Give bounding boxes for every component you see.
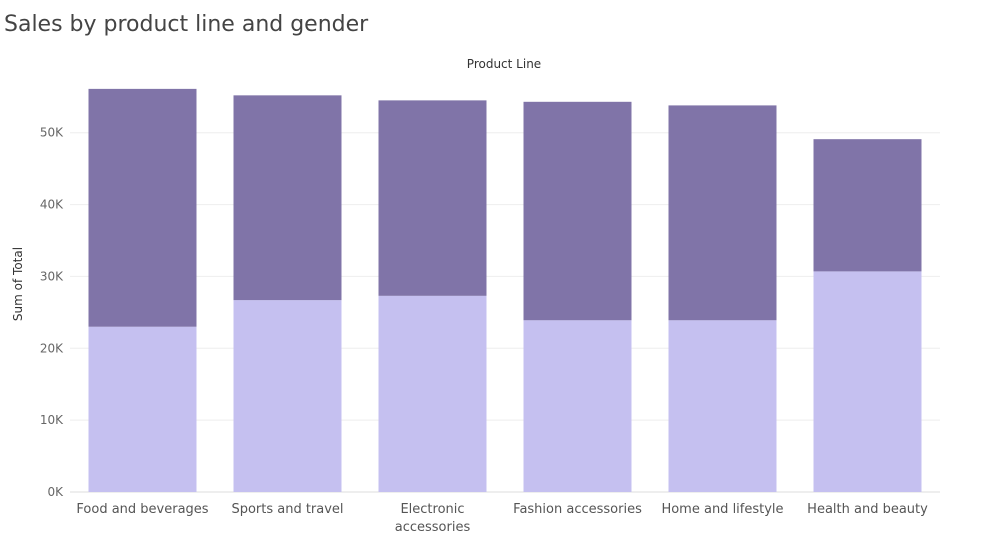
- x-category-label: Fashion accessories: [513, 502, 642, 517]
- bar-segment-1[interactable]: [233, 300, 342, 492]
- x-category-label: Sports and travel: [231, 502, 343, 517]
- bar-segment-2[interactable]: [813, 139, 922, 272]
- y-tick-label: 0K: [47, 485, 64, 499]
- x-axis: Food and beverages Sports and travel Elect…: [76, 502, 928, 535]
- bar-segment-1[interactable]: [378, 295, 487, 492]
- y-tick-label: 40K: [40, 198, 64, 212]
- chart-title: Sales by product line and gender: [4, 12, 369, 37]
- bar-segment-1[interactable]: [523, 320, 632, 492]
- bar-segment-1[interactable]: [813, 271, 922, 492]
- y-tick-label: 20K: [40, 341, 64, 355]
- bar-segment-1[interactable]: [668, 320, 777, 492]
- bars: [88, 88, 922, 492]
- x-category-label: Electronic: [400, 502, 464, 517]
- gridlines: [70, 132, 940, 493]
- bar-segment-2[interactable]: [378, 100, 487, 296]
- bar-segment-2[interactable]: [88, 88, 197, 327]
- y-tick-label: 30K: [40, 269, 64, 283]
- y-axis: 0K 10K 20K 30K 40K 50K: [40, 126, 64, 499]
- y-axis-label: Sum of Total: [11, 247, 25, 321]
- x-category-label: Food and beverages: [76, 502, 208, 517]
- x-category-label: Health and beauty: [807, 502, 928, 517]
- bar-segment-2[interactable]: [523, 101, 632, 321]
- bar-segment-1[interactable]: [88, 326, 197, 492]
- x-category-label: Home and lifestyle: [661, 502, 783, 517]
- bar-segment-2[interactable]: [233, 95, 342, 301]
- y-tick-label: 10K: [40, 413, 64, 427]
- column-header: Product Line: [467, 57, 541, 71]
- x-category-label: accessories: [395, 520, 471, 535]
- bar-segment-2[interactable]: [668, 105, 777, 321]
- y-tick-label: 50K: [40, 126, 64, 140]
